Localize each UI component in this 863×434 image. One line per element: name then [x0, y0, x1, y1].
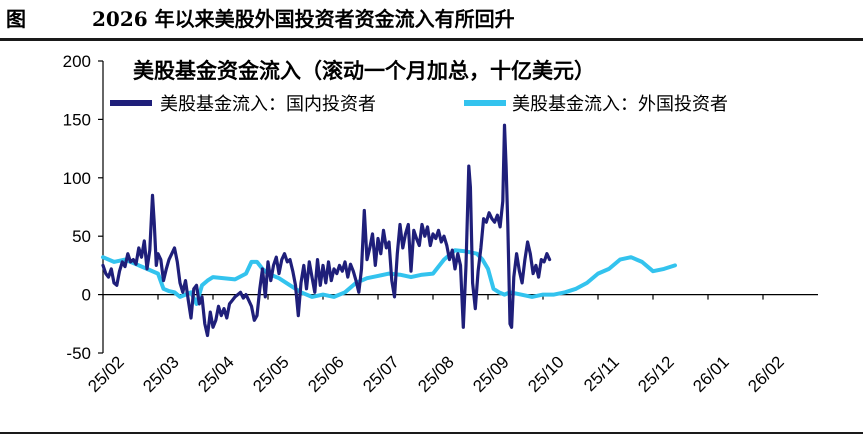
y-tick-label: 150: [63, 110, 91, 129]
x-tick-label: 25/08: [414, 352, 458, 396]
x-tick-label: 26/02: [744, 352, 788, 396]
chart-legend: 美股基金流入：国内投资者 美股基金流入：外国投资者: [110, 94, 728, 115]
figure-title: 2026 年以来美股外国投资者资金流入有所回升: [92, 7, 515, 31]
x-tick-label: 25/03: [139, 352, 183, 396]
y-tick-label: 200: [63, 52, 91, 71]
figure-header: 图 2026 年以来美股外国投资者资金流入有所回升: [0, 0, 863, 36]
series-line-domestic: [101, 123, 552, 338]
chart-title: 美股基金资金流入（滚动一个月加总，十亿美元）: [133, 59, 595, 83]
x-tick-label: 25/06: [304, 352, 348, 396]
figure-label: 图: [6, 7, 26, 31]
x-tick-label: 25/10: [524, 352, 568, 396]
y-tick-label: -50: [66, 344, 91, 363]
legend-label-foreign: 美股基金流入：外国投资者: [512, 94, 728, 115]
footer-divider: [0, 432, 863, 434]
x-tick-label: 25/04: [194, 352, 238, 396]
x-tick-label: 25/05: [249, 352, 293, 396]
x-tick-label: 25/11: [580, 352, 623, 395]
y-tick-label: 50: [72, 227, 91, 246]
header-divider: [0, 38, 863, 41]
series-layer: [101, 123, 677, 338]
y-tick-label: 0: [82, 286, 91, 305]
x-tick-label: 25/07: [359, 352, 403, 396]
x-tick-label: 25/12: [634, 352, 678, 396]
y-tick-label: 100: [63, 169, 91, 188]
legend-label-domestic: 美股基金流入：国内投资者: [160, 94, 376, 115]
x-tick-label: 25/09: [469, 352, 513, 396]
x-tick-label: 26/01: [689, 352, 733, 396]
